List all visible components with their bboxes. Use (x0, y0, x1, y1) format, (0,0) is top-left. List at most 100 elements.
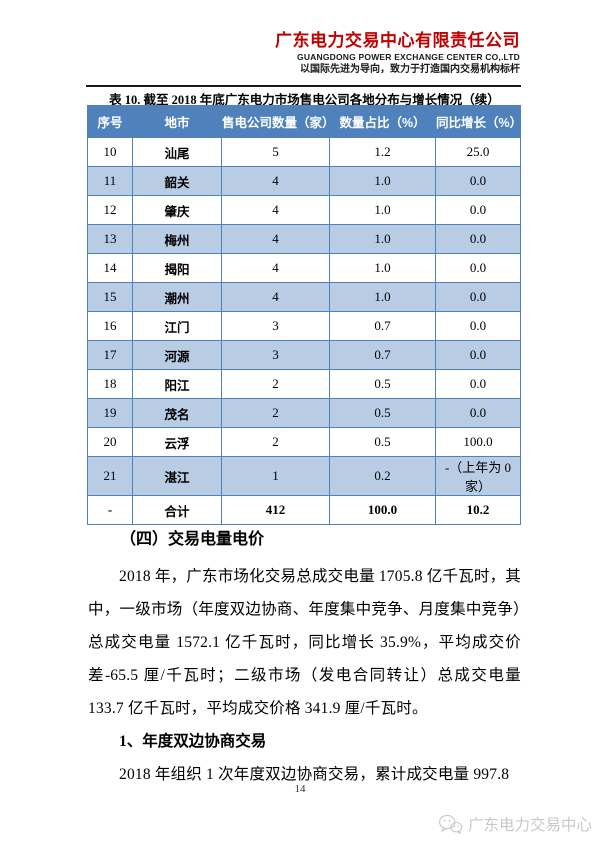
cell-city: 揭阳 (132, 253, 222, 283)
cell-share: 1.0 (329, 195, 436, 225)
col-growth: 同比增长（%） (435, 105, 522, 138)
cell-count: 2 (221, 369, 330, 399)
cell-city: 合计 (132, 495, 222, 525)
table-row: 17 河源 3 0.7 0.0 (87, 340, 521, 370)
table-row: 15 潮州 4 1.0 0.0 (87, 282, 521, 312)
cell-index: 20 (87, 427, 133, 457)
cell-share: 1.2 (329, 137, 436, 167)
letterhead: 广东电力交易中心有限责任公司 GUANGDONG POWER EXCHANGE … (275, 30, 520, 77)
cell-growth: 0.0 (435, 398, 521, 428)
body-text: （四）交易电量电价 2018 年，广东市场化交易总成交电量 1705.8 亿千瓦… (88, 526, 521, 791)
cell-index: 19 (87, 398, 133, 428)
cell-count: 1 (221, 456, 330, 496)
cell-growth: -（上年为 0 家） (435, 456, 521, 496)
cell-share: 0.7 (329, 311, 436, 341)
cell-city: 阳江 (132, 369, 222, 399)
cell-count: 412 (221, 495, 330, 525)
cell-index: 17 (87, 340, 133, 370)
cell-growth: 0.0 (435, 369, 521, 399)
cell-share: 1.0 (329, 224, 436, 254)
watermark-text: 广东电力交易中心 (467, 817, 592, 834)
wechat-icon (438, 814, 463, 835)
cell-city: 肇庆 (132, 195, 222, 225)
paragraph-annual-bilateral: 2018 年组织 1 次年度双边协商交易，累计成交电量 997.8 (119, 766, 510, 783)
cell-share: 0.7 (329, 340, 436, 370)
table-body: 10 汕尾 5 1.2 25.0 11 韶关 4 1.0 0.0 12 肇庆 4 1.0 0.0 13 梅州 4 1… (87, 137, 521, 525)
page-number: 14 (294, 783, 306, 795)
cell-index: 21 (87, 456, 133, 496)
section-heading: （四）交易电量电价 (120, 531, 265, 548)
cell-index: 16 (87, 311, 133, 341)
cell-index: 14 (87, 253, 133, 283)
cell-count: 4 (221, 282, 330, 312)
cell-growth: 25.0 (435, 137, 521, 167)
cell-city: 江门 (132, 311, 222, 341)
cell-city: 茂名 (132, 398, 222, 428)
cell-growth: 0.0 (435, 282, 521, 312)
cell-index: 15 (87, 282, 133, 312)
table-title: 表 10. 截至 2018 年底广东电力市场售电公司各地分布与增长情况（续） (109, 93, 500, 107)
letterhead-divider (86, 85, 521, 87)
cell-growth: 0.0 (435, 253, 521, 283)
cell-city: 梅州 (132, 224, 222, 254)
cell-index: 11 (87, 166, 133, 196)
table-row: 19 茂名 2 0.5 0.0 (87, 398, 521, 428)
cell-growth: 10.2 (435, 495, 521, 525)
watermark: 广东电力交易中心 (438, 813, 592, 835)
cell-growth: 0.0 (435, 166, 521, 196)
cell-count: 5 (221, 137, 330, 167)
col-count: 售电公司数量（家） (221, 105, 335, 138)
col-index: 序号 (87, 105, 133, 138)
cell-share: 0.5 (329, 369, 436, 399)
table-row: 18 阳江 2 0.5 0.0 (87, 369, 521, 399)
table-row: 12 肇庆 4 1.0 0.0 (87, 195, 521, 225)
cell-city: 湛江 (132, 456, 222, 496)
table-row: 13 梅州 4 1.0 0.0 (87, 224, 521, 254)
cell-count: 3 (221, 340, 330, 370)
cell-city: 汕尾 (132, 137, 222, 167)
cell-count: 4 (221, 253, 330, 283)
cell-growth: 100.0 (435, 427, 521, 457)
cell-count: 4 (221, 166, 330, 196)
col-share: 数量占比（%） (329, 105, 436, 138)
paragraph-trade-volume: 2018 年，广东市场化交易总成交电量 1705.8 亿千瓦时，其中，一级市场（… (88, 568, 521, 717)
cell-index: 18 (87, 369, 133, 399)
company-name-cn: 广东电力交易中心有限责任公司 (275, 31, 520, 50)
cell-count: 2 (221, 398, 330, 428)
cell-share: 1.0 (329, 253, 436, 283)
cell-share: 0.2 (329, 456, 436, 496)
cell-index: 12 (87, 195, 133, 225)
distribution-table: 序号 地市 售电公司数量（家） 数量占比（%） 同比增长（%） 10 汕尾 5 1.2… (87, 105, 522, 525)
cell-city: 潮州 (132, 282, 222, 312)
company-name-en: GUANGDONG POWER EXCHANGE CENTER CO,.LTD (297, 52, 520, 62)
table-row: 20 云浮 2 0.5 100.0 (87, 427, 521, 457)
cell-growth: 0.0 (435, 311, 521, 341)
cell-share: 0.5 (329, 398, 436, 428)
table-header-row: 序号 地市 售电公司数量（家） 数量占比（%） 同比增长（%） (87, 105, 522, 138)
cell-index: 13 (87, 224, 133, 254)
cell-share: 1.0 (329, 282, 436, 312)
table-row: 10 汕尾 5 1.2 25.0 (87, 137, 521, 167)
cell-city: 云浮 (132, 427, 222, 457)
table-row: 11 韶关 4 1.0 0.0 (87, 166, 521, 196)
cell-count: 2 (221, 427, 330, 457)
sub-heading: 1、年度双边协商交易 (119, 733, 267, 750)
cell-count: 3 (221, 311, 330, 341)
table-total-row: - 合计 412 100.0 10.2 (87, 495, 521, 525)
cell-share: 1.0 (329, 166, 436, 196)
cell-share: 100.0 (329, 495, 436, 525)
cell-city: 韶关 (132, 166, 222, 196)
table-row: 16 江门 3 0.7 0.0 (87, 311, 521, 341)
cell-count: 4 (221, 195, 330, 225)
cell-growth: 0.0 (435, 195, 521, 225)
cell-index: - (87, 495, 133, 525)
cell-growth: 0.0 (435, 224, 521, 254)
cell-share: 0.5 (329, 427, 436, 457)
table-row: 14 揭阳 4 1.0 0.0 (87, 253, 521, 283)
cell-city: 河源 (132, 340, 222, 370)
cell-growth: 0.0 (435, 340, 521, 370)
cell-index: 10 (87, 137, 133, 167)
col-city: 地市 (132, 105, 222, 138)
cell-count: 4 (221, 224, 330, 254)
